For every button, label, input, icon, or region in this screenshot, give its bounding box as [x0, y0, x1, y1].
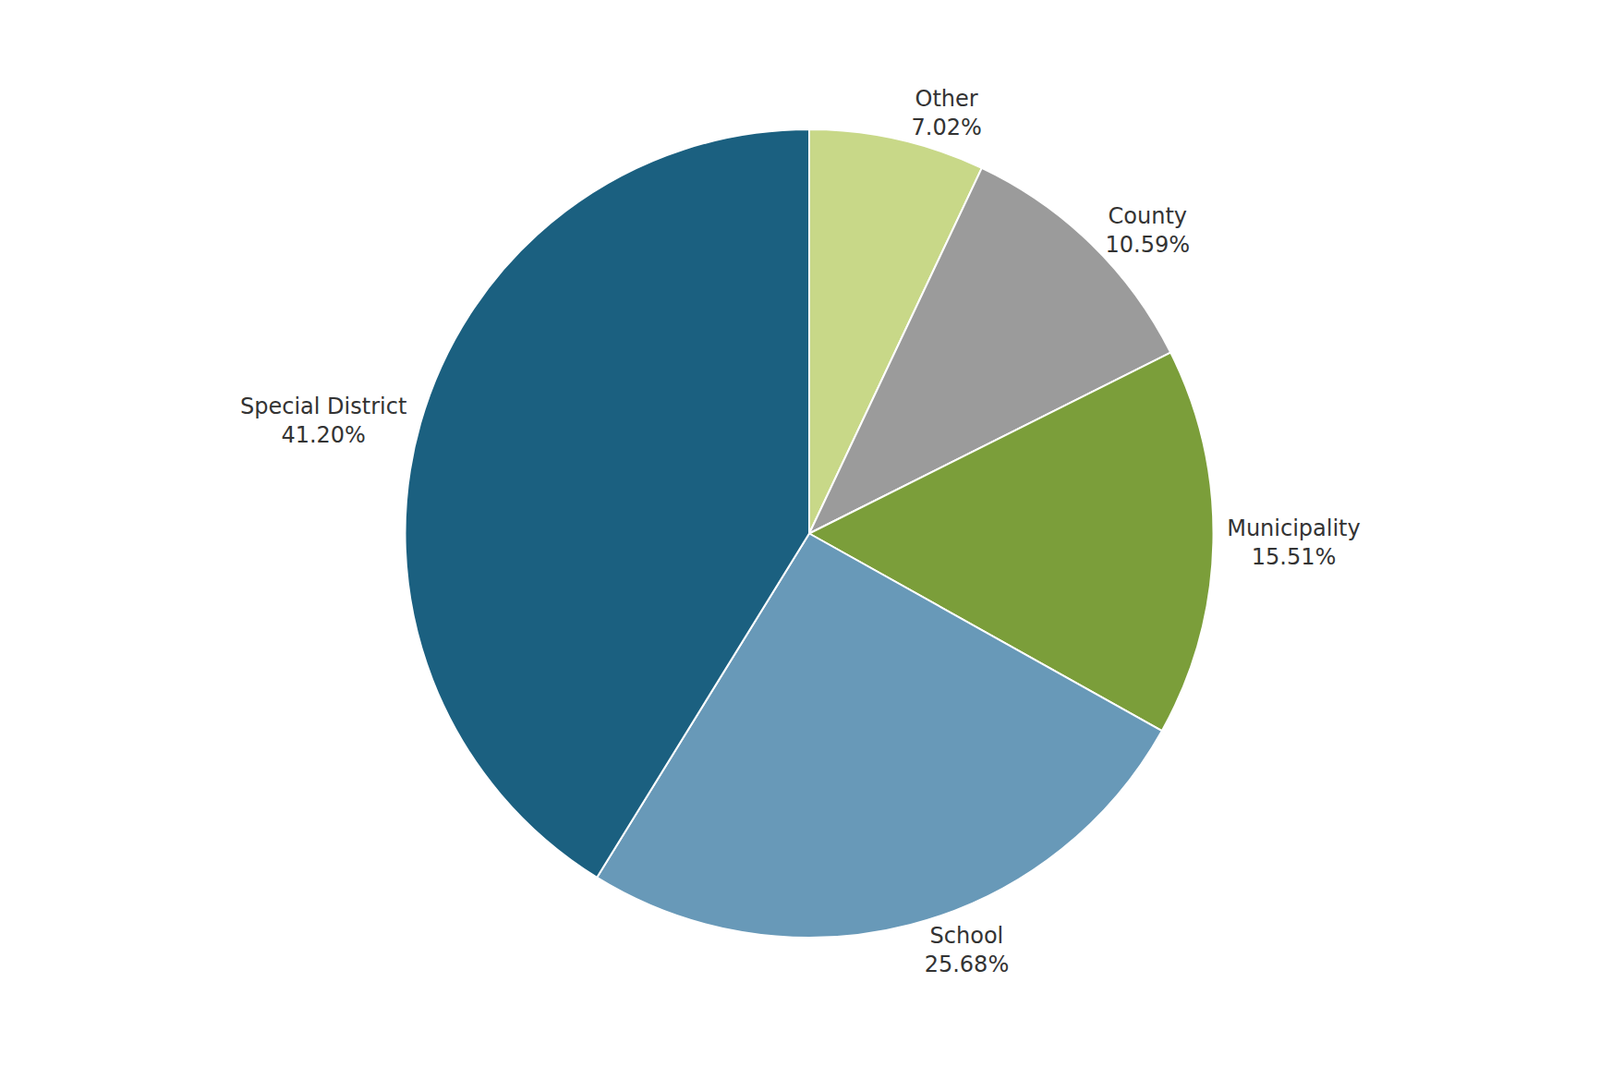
svg-text:Other7.02%: Other7.02%	[911, 85, 982, 141]
svg-text:Special District41.20%: Special District41.20%	[240, 393, 407, 449]
svg-text:School25.68%: School25.68%	[924, 922, 1010, 978]
svg-text:Municipality15.51%: Municipality15.51%	[1226, 515, 1361, 570]
svg-text:County10.59%: County10.59%	[1105, 203, 1191, 258]
